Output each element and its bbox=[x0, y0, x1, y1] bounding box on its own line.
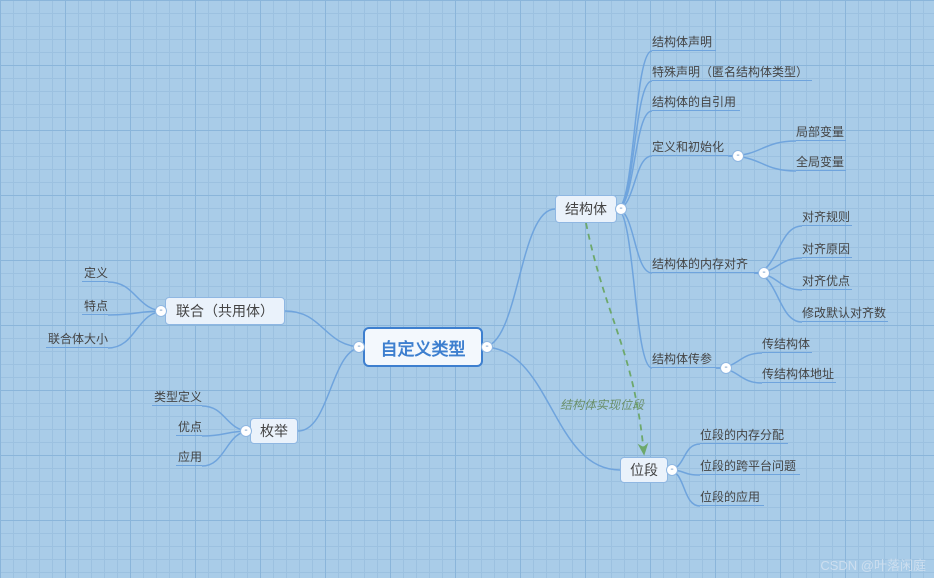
node-s_anon[interactable]: 特殊声明（匿名结构体类型） bbox=[652, 63, 812, 81]
link bbox=[483, 209, 555, 347]
watermark: CSDN @叶落闲庭 bbox=[820, 555, 926, 574]
link bbox=[108, 311, 165, 348]
collapse-toggle[interactable]: - bbox=[758, 267, 770, 279]
node-s_merit[interactable]: 对齐优点 bbox=[802, 272, 852, 290]
collapse-toggle[interactable]: - bbox=[155, 305, 167, 317]
node-s_decl[interactable]: 结构体声明 bbox=[652, 33, 716, 51]
node-u_size[interactable]: 联合体大小 bbox=[46, 330, 108, 348]
node-s_pass[interactable]: 结构体传参 bbox=[652, 350, 716, 368]
link bbox=[754, 273, 802, 322]
node-s_align[interactable]: 结构体的内存对齐 bbox=[652, 255, 754, 273]
node-e_merit[interactable]: 优点 bbox=[176, 418, 202, 436]
node-union[interactable]: 联合（共用体） bbox=[165, 297, 285, 325]
node-bf_app[interactable]: 位段的应用 bbox=[700, 488, 764, 506]
link bbox=[285, 311, 363, 347]
connections-layer bbox=[0, 0, 934, 578]
node-u_def[interactable]: 定义 bbox=[82, 264, 108, 282]
node-u_feat[interactable]: 特点 bbox=[82, 297, 108, 315]
node-enum[interactable]: 枚举 bbox=[250, 418, 298, 444]
collapse-toggle[interactable]: - bbox=[240, 425, 252, 437]
node-s_definit[interactable]: 定义和初始化 bbox=[652, 138, 728, 156]
dashed-edge-label: 结构体实现位段 bbox=[560, 396, 644, 413]
node-struct[interactable]: 结构体 bbox=[555, 195, 617, 223]
node-root[interactable]: 自定义类型 bbox=[363, 327, 483, 367]
collapse-toggle[interactable]: - bbox=[720, 362, 732, 374]
link bbox=[617, 81, 652, 209]
mindmap-canvas: 结构体实现位段 CSDN @叶落闲庭 自定义类型 结构体位段 枚举 联合（共用体） 结构… bbox=[0, 0, 934, 578]
node-e_app[interactable]: 应用 bbox=[176, 448, 202, 466]
node-s_modify[interactable]: 修改默认对齐数 bbox=[802, 304, 888, 322]
link bbox=[617, 209, 652, 273]
collapse-toggle[interactable]: - bbox=[481, 341, 493, 353]
dashed-relation bbox=[586, 223, 644, 454]
collapse-toggle[interactable]: - bbox=[666, 464, 678, 476]
node-s_rule[interactable]: 对齐规则 bbox=[802, 208, 852, 226]
node-e_typedef[interactable]: 类型定义 bbox=[152, 388, 202, 406]
collapse-toggle[interactable]: - bbox=[732, 150, 744, 162]
node-bitfield[interactable]: 位段 bbox=[620, 457, 668, 483]
collapse-toggle[interactable]: - bbox=[615, 203, 627, 215]
link bbox=[617, 51, 652, 209]
node-s_selfref[interactable]: 结构体的自引用 bbox=[652, 93, 740, 111]
node-bf_mem[interactable]: 位段的内存分配 bbox=[700, 426, 788, 444]
link bbox=[298, 347, 363, 431]
node-s_passv[interactable]: 传结构体 bbox=[762, 335, 812, 353]
node-bf_cross[interactable]: 位段的跨平台问题 bbox=[700, 457, 800, 475]
collapse-toggle[interactable]: - bbox=[353, 341, 365, 353]
node-s_local[interactable]: 局部变量 bbox=[796, 123, 846, 141]
node-s_global[interactable]: 全局变量 bbox=[796, 153, 846, 171]
node-s_passa[interactable]: 传结构体地址 bbox=[762, 365, 836, 383]
node-s_reason[interactable]: 对齐原因 bbox=[802, 240, 852, 258]
